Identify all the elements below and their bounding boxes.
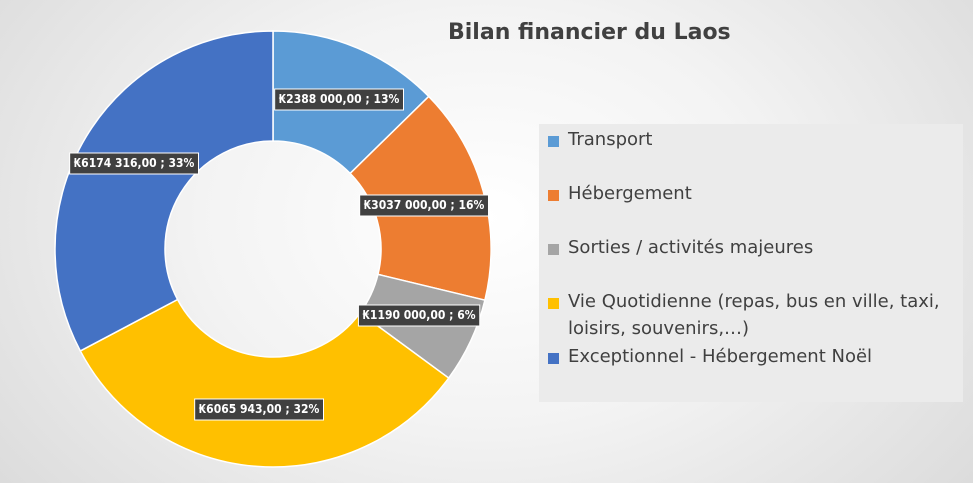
data-label-text: ₭6065 943,00 ; 32% <box>199 402 320 416</box>
data-label-4: ₭6065 943,00 ; 32% <box>194 398 324 421</box>
data-label-box <box>357 304 481 327</box>
legend-item-1: Transport <box>548 126 958 153</box>
data-label-text: ₭3037 000,00 ; 16% <box>364 198 485 212</box>
legend-swatch <box>548 353 559 364</box>
legend-item-3: Sorties / activités majeures <box>548 234 958 261</box>
legend-label: Hébergement <box>568 183 692 204</box>
legend-swatch <box>548 136 559 147</box>
legend-label: Transport <box>568 129 653 150</box>
data-label-1: ₭2388 000,00 ; 13% <box>274 88 404 111</box>
legend-swatch <box>548 298 559 309</box>
donut-slice-5 <box>54 30 274 352</box>
data-label-box <box>359 194 489 217</box>
legend: Transport Hébergement Sorties / activités … <box>539 124 963 402</box>
data-label-text: ₭2388 000,00 ; 13% <box>279 92 400 106</box>
legend-label: Exceptionnel - Hébergement Noël <box>568 346 873 367</box>
data-label-3: ₭1190 000,00 ; 6% <box>357 304 481 327</box>
data-label-box <box>274 88 404 111</box>
donut-slice-4 <box>79 298 450 468</box>
legend-item-5: Exceptionnel - Hébergement Noël <box>548 343 958 370</box>
data-label-text: ₭1190 000,00 ; 6% <box>362 308 475 322</box>
legend-item-2: Hébergement <box>548 180 958 207</box>
chart-title: Bilan financier du Laos <box>448 20 731 45</box>
data-label-box <box>194 398 324 421</box>
legend-swatch <box>548 244 559 255</box>
legend-item-4: Vie Quotidienne (repas, bus en ville, ta… <box>548 288 958 342</box>
data-label-box <box>69 152 199 175</box>
data-label-text: ₭6174 316,00 ; 33% <box>74 156 195 170</box>
legend-label: Sorties / activités majeures <box>568 237 814 258</box>
legend-label: Vie Quotidienne (repas, bus en ville, ta… <box>568 291 940 339</box>
data-label-5: ₭6174 316,00 ; 33% <box>69 152 199 175</box>
legend-swatch <box>548 190 559 201</box>
data-labels: ₭2388 000,00 ; 13% ₭3037 000,00 ; 16% ₭119… <box>69 88 489 421</box>
data-label-2: ₭3037 000,00 ; 16% <box>359 194 489 217</box>
